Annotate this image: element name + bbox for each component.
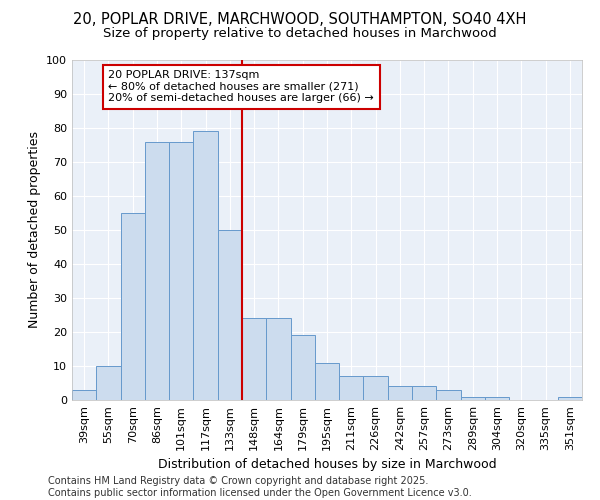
Bar (315, 362, 339, 400)
Bar (436, 390, 461, 400)
Y-axis label: Number of detached properties: Number of detached properties (28, 132, 41, 328)
Bar (412, 386, 436, 400)
Bar (121, 213, 145, 400)
Bar (242, 318, 266, 400)
Text: Size of property relative to detached houses in Marchwood: Size of property relative to detached ho… (103, 28, 497, 40)
Bar (558, 396, 582, 400)
Bar (169, 142, 193, 400)
Text: 20, POPLAR DRIVE, MARCHWOOD, SOUTHAMPTON, SO40 4XH: 20, POPLAR DRIVE, MARCHWOOD, SOUTHAMPTON… (73, 12, 527, 28)
Bar (485, 396, 509, 400)
Bar (388, 386, 412, 400)
Bar (266, 318, 290, 400)
Bar (290, 336, 315, 400)
Bar (461, 396, 485, 400)
Bar (96, 366, 121, 400)
X-axis label: Distribution of detached houses by size in Marchwood: Distribution of detached houses by size … (158, 458, 496, 471)
Bar (145, 142, 169, 400)
Text: 20 POPLAR DRIVE: 137sqm
← 80% of detached houses are smaller (271)
20% of semi-d: 20 POPLAR DRIVE: 137sqm ← 80% of detache… (109, 70, 374, 103)
Bar (364, 376, 388, 400)
Bar (72, 390, 96, 400)
Bar (218, 230, 242, 400)
Text: Contains HM Land Registry data © Crown copyright and database right 2025.
Contai: Contains HM Land Registry data © Crown c… (48, 476, 472, 498)
Bar (339, 376, 364, 400)
Bar (193, 132, 218, 400)
